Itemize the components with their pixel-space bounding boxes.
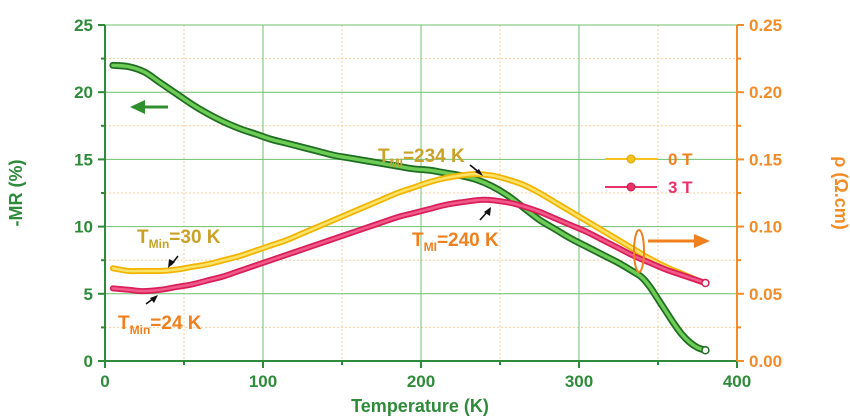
right-tick-label: 0.00 [749, 352, 782, 371]
left-tick-label: 5 [84, 285, 93, 304]
series-line-0t-highlight [111, 172, 707, 285]
annotation-tmi-240: TMI=240 K [412, 207, 499, 254]
annotation-sub: Min [149, 237, 170, 251]
annotation-sub: MI [424, 240, 437, 254]
legend-label-3t: 3 T [668, 178, 693, 197]
annotation-tmi-234: TMI=234 K [378, 146, 483, 176]
legend: 0 T 3 T [605, 150, 693, 197]
annotation-tmin-30: TMin=30 K [137, 227, 221, 268]
series-line-3t-highlight [111, 198, 707, 293]
series-line-3t-end-point [701, 278, 710, 288]
annotation-sub: MI [390, 156, 403, 170]
series-line-mr-highlight [111, 63, 708, 352]
tick-labels: 0 100 200 300 400 0 5 10 15 20 25 0.00 0.05 0.10 0.15 0… [74, 16, 782, 391]
right-axis-title: ρ (Ω.cm) [831, 156, 850, 230]
right-tick-label: 0.05 [749, 285, 782, 304]
right-axis-indicator-arrow [633, 229, 710, 273]
right-tick-label: 0.15 [749, 150, 782, 169]
left-tick-label: 0 [84, 352, 93, 371]
annotation-tmin-24: TMin=24 K [118, 295, 202, 337]
legend-item-3t: 3 T [605, 178, 693, 197]
svg-text:TMI=234 K: TMI=234 K [378, 146, 465, 170]
left-tick-label: 20 [74, 83, 93, 102]
x-tick-label: 0 [100, 372, 109, 391]
legend-item-0t: 0 T [605, 150, 693, 169]
left-axis-title: -MR (%) [6, 160, 26, 227]
left-tick-label: 25 [74, 16, 93, 35]
left-tick-label: 15 [74, 150, 93, 169]
annotation-main: T [118, 313, 130, 334]
x-axis-title: Temperature (K) [351, 396, 489, 416]
annotation-value: =234 K [403, 146, 465, 167]
right-tick-label: 0.10 [749, 218, 782, 237]
annotation-main: T [412, 230, 424, 251]
annotation-main: T [137, 227, 149, 248]
right-tick-label: 0.25 [749, 16, 782, 35]
annotation-value: =240 K [437, 230, 499, 251]
series-line-mr-end-point [701, 345, 710, 355]
left-tick-label: 10 [74, 218, 93, 237]
right-tick-label: 0.20 [749, 83, 782, 102]
legend-label-0t: 0 T [668, 150, 693, 169]
x-tick-label: 100 [249, 372, 277, 391]
annotation-main: T [378, 146, 390, 167]
axes [98, 24, 744, 368]
svg-text:TMin=30 K: TMin=30 K [137, 227, 221, 251]
grid-lines [105, 24, 737, 361]
x-tick-label: 300 [565, 372, 593, 391]
svg-text:TMI=240 K: TMI=240 K [412, 230, 499, 254]
left-axis-indicator-arrow [130, 100, 168, 114]
annotation-value: =30 K [169, 227, 221, 248]
data-series [109, 61, 710, 355]
x-tick-label: 200 [407, 372, 435, 391]
svg-text:TMin=24 K: TMin=24 K [118, 313, 202, 337]
annotation-value: =24 K [150, 313, 202, 334]
series-line-mr [109, 61, 709, 354]
x-tick-label: 400 [723, 372, 751, 391]
annotation-sub: Min [130, 323, 151, 337]
